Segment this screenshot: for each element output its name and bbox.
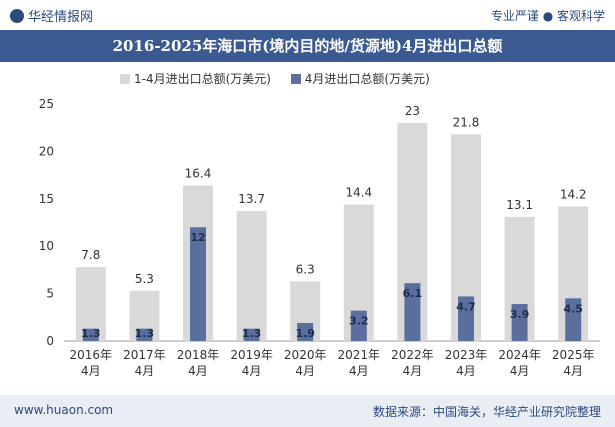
data-label-april: 1.3 — [135, 327, 155, 340]
brand: 华经情报网 — [10, 6, 93, 25]
footer-website: www.huaon.com — [14, 403, 114, 417]
x-tick-label: 2022年 4月 — [391, 348, 434, 378]
x-tick-label: 2018年 4月 — [177, 348, 220, 378]
y-tick-label: 20 — [39, 144, 54, 158]
data-label-april: 1.3 — [81, 327, 101, 340]
y-tick-label: 15 — [39, 192, 54, 206]
y-tick-label: 5 — [46, 287, 54, 301]
legend-swatch-total — [120, 73, 130, 84]
x-tick-label: 2024年 4月 — [498, 348, 541, 378]
bar-april — [511, 304, 528, 341]
data-label-april: 12 — [190, 231, 205, 244]
y-tick-label: 10 — [39, 239, 54, 253]
data-label-april: 3.2 — [349, 315, 369, 328]
data-label-total: 6.3 — [296, 262, 315, 276]
bar-april — [350, 310, 367, 341]
x-tick-label: 2021年 4月 — [338, 348, 381, 378]
data-label-total: 14.2 — [560, 187, 587, 201]
data-label-total: 23 — [405, 104, 420, 118]
bar-april — [404, 283, 421, 341]
x-tick-label: 2019年 4月 — [230, 348, 273, 378]
data-label-total: 21.8 — [453, 115, 480, 129]
bar-april — [190, 227, 206, 341]
footer-source: 数据来源：中国海关，华经产业研究院整理 — [372, 405, 601, 419]
bar-april — [565, 298, 582, 341]
x-tick-label: 2023年 4月 — [445, 348, 488, 378]
data-label-april: 6.1 — [403, 287, 423, 300]
data-label-april: 1.3 — [242, 327, 262, 340]
data-label-april: 4.7 — [456, 300, 476, 313]
x-tick-label: 2025年 4月 — [552, 348, 595, 378]
y-tick-label: 0 — [46, 334, 54, 348]
bar-april — [243, 328, 260, 341]
legend-label-total: 1-4月进出口总额(万美元) — [134, 72, 271, 86]
legend-label-april: 4月进出口总额(万美元) — [304, 72, 430, 86]
legend: 1-4月进出口总额(万美元) 4月进出口总额(万美元) — [120, 70, 446, 87]
bar-april — [136, 328, 153, 341]
bar-total — [236, 211, 267, 341]
x-tick-label: 2016年 4月 — [70, 348, 113, 378]
legend-swatch-april — [290, 73, 301, 84]
slogan: 专业严谨 ● 客观科学 — [490, 9, 605, 23]
x-tick-label: 2017年 4月 — [123, 348, 166, 378]
y-tick-label: 25 — [39, 97, 54, 111]
brand-logo-icon — [10, 9, 24, 23]
top-bar: 华经情报网 专业严谨 ● 客观科学 — [0, 0, 615, 30]
bar-april — [82, 328, 99, 341]
data-label-total: 13.7 — [238, 192, 265, 206]
title-bar: 2016-2025年海口市(境内目的地/货源地)4月进出口总额 — [0, 30, 615, 62]
data-label-april: 4.5 — [563, 302, 583, 315]
data-label-april: 3.9 — [510, 308, 530, 321]
data-label-total: 13.1 — [506, 198, 533, 212]
legend-item-total: 1-4月进出口总额(万美元) — [120, 70, 271, 87]
bar-april — [458, 296, 474, 341]
brand-name: 华经情报网 — [28, 10, 94, 25]
x-tick-label: 2020年 4月 — [284, 348, 327, 378]
bar-april — [297, 322, 314, 341]
legend-item-april: 4月进出口总额(万美元) — [290, 70, 430, 87]
data-label-total: 7.8 — [81, 248, 100, 262]
data-label-total: 16.4 — [185, 167, 212, 181]
chart-title: 2016-2025年海口市(境内目的地/货源地)4月进出口总额 — [112, 37, 503, 55]
data-label-total: 14.4 — [345, 185, 372, 199]
bar-chart: 0 5 10 15 20 25 7.8 1.3 2016年 4月 5.3 1.3 2017年 4月 16.4… — [39, 97, 600, 378]
data-label-april: 1.9 — [295, 327, 315, 340]
data-label-total: 5.3 — [135, 272, 154, 286]
footer: www.huaon.com 数据来源：中国海关，华经产业研究院整理 — [0, 395, 615, 427]
